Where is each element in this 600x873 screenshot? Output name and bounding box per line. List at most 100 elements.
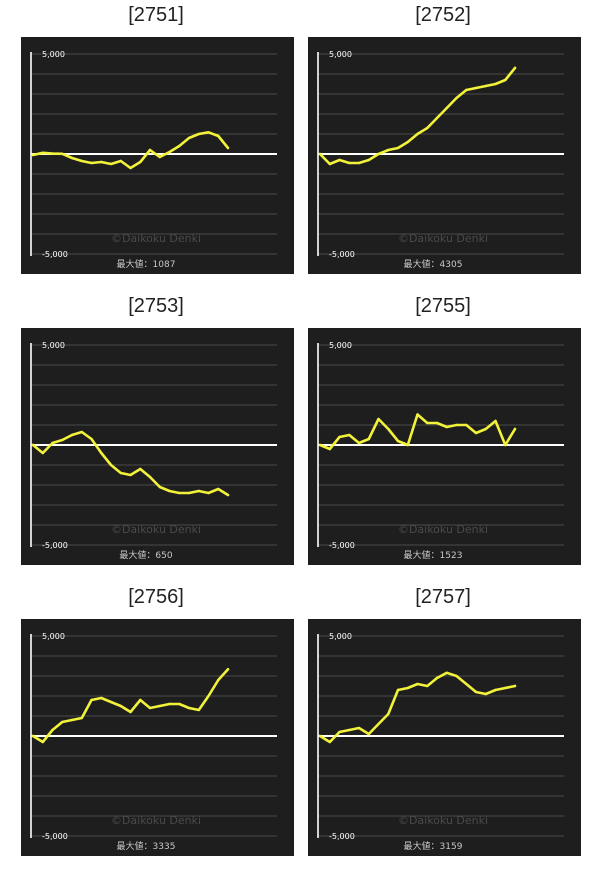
data-point xyxy=(504,78,507,82)
line-chart-2756: ©Daikoku Denki 最大値：3335 5,000 -5,000 xyxy=(30,632,277,852)
chart-cell-2757: [2757] ©Daikoku Denki 最大値：3159 5,000 -5,000 xyxy=(293,582,593,873)
data-point xyxy=(445,425,448,429)
data-point xyxy=(178,491,181,495)
data-point xyxy=(109,700,113,704)
data-point xyxy=(465,682,468,686)
series-line xyxy=(31,131,230,170)
data-point xyxy=(197,132,200,136)
y-tick-label: 5,000 xyxy=(42,632,65,641)
data-point xyxy=(367,732,370,736)
data-point xyxy=(406,140,409,144)
data-point xyxy=(100,451,103,455)
data-point xyxy=(377,722,380,726)
chart-cell-2751: [2751] ©Daikoku Denki 最大値：1087 5,000 -5,000 xyxy=(6,0,306,291)
chart-panel: ©Daikoku Denki 最大値：3159 5,000 -5,000 xyxy=(308,619,581,856)
data-point xyxy=(426,126,429,130)
chart-cell-2753: [2753] ©Daikoku Denki 最大値：650 5,000 -5,000 xyxy=(6,291,306,582)
max-value-label: 最大値：650 xyxy=(119,549,172,561)
chart-cell-2755: [2755] ©Daikoku Denki 最大値：1523 5,000 -5,000 xyxy=(293,291,593,582)
data-point xyxy=(318,152,322,156)
data-point xyxy=(119,704,123,708)
chart-title: [2753] xyxy=(128,295,184,317)
data-point xyxy=(445,671,448,674)
data-point xyxy=(504,686,507,690)
data-point xyxy=(129,166,132,170)
data-point xyxy=(474,690,478,694)
data-point xyxy=(338,730,341,734)
data-point xyxy=(100,696,103,700)
data-point xyxy=(207,694,210,698)
y-tick-label: -5,000 xyxy=(329,832,355,841)
data-point xyxy=(90,161,93,165)
chart-cell-2752: [2752] ©Daikoku Denki 最大値：4305 5,000 -5,000 xyxy=(293,0,593,291)
data-point xyxy=(387,427,390,431)
data-point xyxy=(31,443,35,447)
data-point xyxy=(61,152,64,155)
data-point xyxy=(435,116,439,120)
data-point xyxy=(504,443,507,447)
max-value-label: 最大値：1523 xyxy=(404,549,463,561)
watermark: ©Daikoku Denki xyxy=(111,814,201,827)
chart-panel: ©Daikoku Denki 最大値：4305 5,000 -5,000 xyxy=(308,37,581,274)
data-point xyxy=(100,160,103,164)
series-line xyxy=(318,413,517,451)
data-point xyxy=(217,134,220,138)
data-point xyxy=(197,489,200,493)
data-point xyxy=(119,159,123,163)
y-tick-label: 5,000 xyxy=(329,50,352,59)
data-point xyxy=(226,668,230,671)
data-point xyxy=(513,684,517,688)
data-point xyxy=(416,682,419,686)
data-point xyxy=(455,674,458,678)
data-point xyxy=(80,159,83,163)
data-point xyxy=(80,430,83,434)
data-point xyxy=(41,151,44,154)
data-point xyxy=(328,447,331,451)
data-point xyxy=(119,471,123,475)
data-point xyxy=(396,439,400,443)
max-value-label: 最大値：3159 xyxy=(404,840,463,852)
chart-cell-2756: [2756] ©Daikoku Denki 最大値：3335 5,000 -5,000 xyxy=(6,582,306,873)
line-chart-2752: ©Daikoku Denki 最大値：4305 5,000 -5,000 xyxy=(317,50,564,270)
data-point xyxy=(226,493,230,497)
data-point xyxy=(416,132,419,136)
data-point xyxy=(158,704,161,708)
data-point xyxy=(484,692,487,696)
data-point xyxy=(513,66,517,70)
data-point xyxy=(109,463,113,467)
line-chart-2753: ©Daikoku Denki 最大値：650 5,000 -5,000 xyxy=(30,341,277,561)
data-point xyxy=(187,491,191,495)
data-point xyxy=(178,144,181,148)
data-point xyxy=(51,728,54,732)
chart-title: [2751] xyxy=(128,4,184,26)
watermark: ©Daikoku Denki xyxy=(398,523,488,536)
data-point xyxy=(70,433,74,437)
line-chart-2751: ©Daikoku Denki 最大値：1087 5,000 -5,000 xyxy=(30,50,277,270)
data-point xyxy=(465,423,468,427)
data-point xyxy=(338,158,341,162)
data-point xyxy=(435,676,439,680)
data-point xyxy=(348,433,351,437)
watermark: ©Daikoku Denki xyxy=(398,814,488,827)
data-point xyxy=(406,686,409,690)
data-point xyxy=(70,156,74,160)
data-point xyxy=(168,150,171,154)
data-point xyxy=(207,131,210,134)
data-point xyxy=(139,467,142,471)
data-point xyxy=(70,718,74,722)
data-point xyxy=(178,702,181,706)
data-point xyxy=(80,716,83,720)
data-point xyxy=(148,475,152,479)
data-point xyxy=(367,437,370,441)
data-point xyxy=(187,706,191,710)
chart-panel: ©Daikoku Denki 最大値：1087 5,000 -5,000 xyxy=(21,37,294,274)
watermark: ©Daikoku Denki xyxy=(111,523,201,536)
data-point xyxy=(41,740,44,744)
data-point xyxy=(465,88,468,92)
data-point xyxy=(474,86,478,90)
y-tick-label: -5,000 xyxy=(42,541,68,550)
data-point xyxy=(318,443,322,447)
data-point xyxy=(51,152,54,155)
data-point xyxy=(435,421,439,425)
watermark: ©Daikoku Denki xyxy=(111,232,201,245)
